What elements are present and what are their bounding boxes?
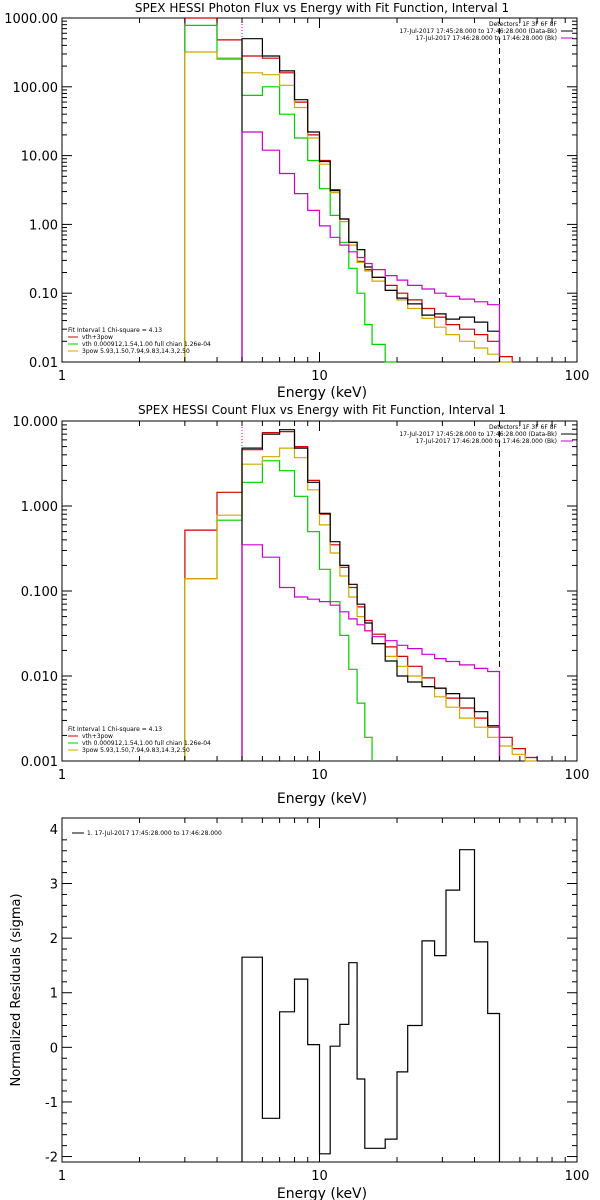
- count-flux-ticks: 1 10 100 0.001 0.010 0.100 1.000 10.000: [13, 415, 590, 783]
- residuals-legend: 1. 17-Jul-2017 17:45:28.000 to 17:46:28.…: [72, 830, 222, 837]
- y-tick-label: 3: [50, 878, 58, 893]
- y-tick-label: 10.00: [21, 150, 58, 165]
- legend-entry-left: 3pow 5.93,1.50,7.94,9.83,14.3,2.50: [82, 348, 190, 355]
- x-tick-label: 1: [58, 768, 66, 783]
- photon-flux-panel: SPEX HESSI Photon Flux vs Energy with Fi…: [4, 1, 589, 401]
- x-tick-label: 10: [311, 1169, 328, 1184]
- x-tick-label: 100: [565, 1169, 590, 1184]
- y-tick-label: 0.010: [21, 670, 58, 685]
- legend-entry-left: vth+3pow: [82, 733, 113, 740]
- residuals-panel: 1 10 100 -2 -1 0 1 2 3 4 1. 17-Jul-2017 17:45:28.…: [9, 817, 589, 1200]
- photon-flux-data: [184, 17, 513, 363]
- legend-entry-left: Fit Interval 1 Chi-square = 4.13: [68, 327, 162, 334]
- series-line-3: [241, 38, 501, 362]
- photon-flux-x-axis-label: Energy (keV): [277, 385, 367, 401]
- legend-entry-right: 17-Jul-2017 17:45:28.000 to 17:46:28.000…: [399, 431, 557, 438]
- legend-entry-left: vth 0.000912,1.54,1.00 full chian 1.26e-…: [82, 740, 211, 747]
- y-tick-label: 0.10: [29, 287, 58, 302]
- legend-entry-right: Detectors: 1F 3F 6F 8F: [489, 21, 558, 28]
- legend-entry-right: Detectors: 1F 3F 6F 8F: [489, 424, 558, 431]
- y-tick-label: 1.00: [29, 218, 58, 233]
- y-tick-label: 100.00: [13, 81, 59, 96]
- x-tick-label: 100: [565, 369, 590, 384]
- legend-entry-left: Fit Interval 1 Chi-square = 4.13: [68, 726, 162, 733]
- x-tick-label: 100: [565, 768, 590, 783]
- y-tick-label: 0.01: [29, 356, 58, 371]
- residuals-x-axis-label: Energy (keV): [277, 1186, 367, 1200]
- count-flux-x-axis-label: Energy (keV): [277, 791, 367, 807]
- legend-entry-left: vth 0.000912,1.54,1.00 full chian 1.26e-…: [82, 341, 211, 348]
- residuals-ticks: 1 10 100 -2 -1 0 1 2 3 4: [45, 818, 589, 1184]
- y-tick-label: -2: [45, 1151, 58, 1166]
- count-flux-title: SPEX HESSI Count Flux vs Energy with Fit…: [138, 403, 506, 417]
- photon-flux-title: SPEX HESSI Photon Flux vs Energy with Fi…: [135, 1, 509, 15]
- count-flux-panel: SPEX HESSI Count Flux vs Energy with Fit…: [13, 403, 590, 807]
- y-tick-label: 1000.00: [4, 12, 58, 27]
- legend-entry-left: vth+3pow: [82, 334, 113, 341]
- y-tick-label: 1.000: [21, 500, 58, 515]
- series-line-4: [241, 131, 501, 362]
- count-flux-data: [184, 421, 538, 762]
- series-line-3: [241, 429, 501, 761]
- legend-entry-left: 3pow 5.93,1.50,7.94,9.83,14.3,2.50: [82, 747, 190, 754]
- legend-entry-right: 17-Jul-2017 17:45:28.000 to 17:46:28.000…: [399, 28, 557, 35]
- y-tick-label: 1: [50, 987, 58, 1002]
- y-tick-label: 0: [50, 1041, 58, 1056]
- y-tick-label: 2: [50, 932, 58, 947]
- residuals-y-axis-label: Normalized Residuals (sigma): [9, 893, 24, 1086]
- series-line-4: [241, 544, 501, 761]
- photon-flux-ticks: 1 10 100 0.01 0.10 1.00 10.00 100.00 1000.00: [4, 12, 589, 384]
- legend-entry-top: 1. 17-Jul-2017 17:45:28.000 to 17:46:28.…: [87, 830, 222, 837]
- y-tick-label: 10.000: [13, 415, 59, 430]
- y-tick-label: 4: [50, 823, 58, 838]
- y-tick-label: 0.001: [21, 755, 58, 770]
- x-tick-label: 10: [311, 369, 328, 384]
- legend-entry-right: 17-Jul-2017 17:46:28.000 to 17:46:28.000…: [416, 438, 557, 445]
- x-tick-label: 10: [311, 768, 328, 783]
- legend-entry-right: 17-Jul-2017 17:46:28.000 to 17:46:28.000…: [416, 35, 557, 42]
- residuals-data: [241, 849, 501, 1162]
- x-tick-label: 1: [58, 369, 66, 384]
- y-tick-label: 0.100: [21, 585, 58, 600]
- x-tick-label: 1: [58, 1169, 66, 1184]
- series-line-0: [241, 849, 501, 1162]
- y-tick-label: -1: [45, 1096, 58, 1111]
